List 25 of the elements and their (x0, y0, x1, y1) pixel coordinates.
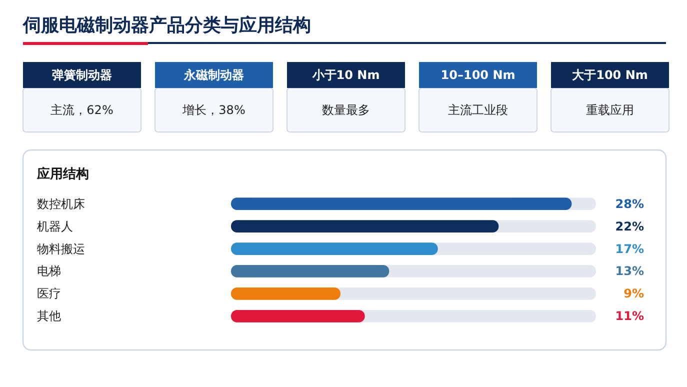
y-tick-label: 电梯 (37, 264, 61, 278)
y-tick-label: 其他 (37, 309, 61, 324)
text: 应用结构 (36, 166, 89, 182)
text: 小于10 Nm (311, 68, 380, 82)
text: 主流，62% (50, 103, 114, 117)
data-label: 17% (615, 242, 644, 256)
text: 增长，38% (182, 103, 246, 117)
text: 大于100 Nm (572, 68, 648, 82)
y-tick-label: 物料搬运 (37, 242, 85, 256)
text: 弹簧制动器 (52, 68, 112, 82)
chart-title: 伺服电磁制动器产品分类与应用结构 (22, 15, 311, 36)
y-tick-label: 数控机床 (37, 196, 85, 211)
data-label: 11% (615, 309, 644, 324)
data-label: 13% (615, 264, 644, 278)
y-tick-label: 医疗 (37, 286, 61, 301)
text: 数量最多 (322, 103, 370, 117)
text: 永磁制动器 (183, 68, 244, 82)
bar (231, 288, 340, 300)
data-label: 28% (615, 196, 644, 211)
text: 重载应用 (586, 103, 634, 117)
data-label: 9% (624, 286, 644, 301)
data-label: 22% (615, 219, 644, 234)
text: 10–100 Nm (440, 68, 516, 82)
y-tick-label: 机器人 (37, 219, 73, 234)
text: 主流工业段 (448, 103, 508, 117)
